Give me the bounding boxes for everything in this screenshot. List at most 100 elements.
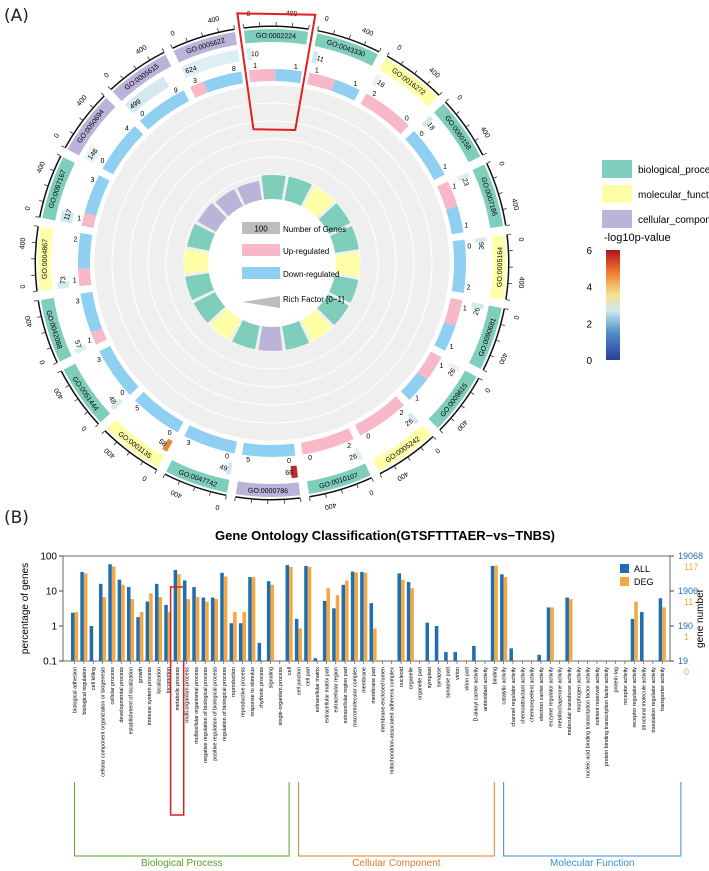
- bar-all: [322, 600, 327, 661]
- up-bar-GO:0016272: [360, 93, 409, 135]
- bar-deg: [289, 566, 293, 661]
- bar-all: [201, 597, 206, 661]
- scale-label: 0: [455, 94, 463, 102]
- bar-all: [126, 587, 131, 661]
- center-legend: 100 Number of Genes Up-regulated Down-re…: [242, 222, 346, 308]
- down-bar-GO:0007186: [446, 206, 464, 235]
- colorbar-tick: 0: [586, 356, 592, 367]
- gene-count-label: 36: [479, 242, 486, 250]
- bar-deg: [503, 577, 508, 661]
- down-bar-GO:0005615: [139, 90, 190, 130]
- scale-tick: [147, 56, 150, 60]
- x-tick-label: reproductive process: [240, 667, 246, 717]
- bar-deg: [205, 601, 209, 661]
- scale-tick: [154, 470, 157, 474]
- scale-tick: [225, 495, 227, 500]
- scale-tick: [234, 497, 236, 502]
- legend-swatch-molecular_function: [602, 185, 632, 203]
- scale-label: 400: [19, 237, 27, 249]
- scale-arc: [34, 226, 39, 292]
- term-band-GO:0000786: [235, 481, 301, 498]
- bar-deg: [345, 580, 349, 661]
- gene-count-bar-GO:0043330: [311, 51, 319, 64]
- right-tick-all: 19068: [678, 551, 703, 561]
- gene-count-bar-GO:0009615: [448, 362, 461, 373]
- scale-tick: [499, 192, 503, 194]
- x-tick-label: transporter activity: [660, 667, 666, 711]
- scale-tick: [101, 430, 105, 434]
- scale-label: 0: [20, 284, 27, 289]
- gene-count-label: 26: [349, 453, 359, 462]
- scale-tick: [348, 35, 351, 39]
- x-tick-label: reproduction: [231, 667, 237, 697]
- x-tick-label: metallochaperone activity: [558, 667, 564, 728]
- up-down-count: 1: [353, 81, 357, 88]
- x-tick-label: regulation of biological process: [222, 667, 228, 741]
- scale-tick: [39, 200, 43, 202]
- scale-label: 0: [293, 508, 298, 510]
- bar-deg: [223, 576, 228, 661]
- x-tick-label: nutrient reservoir activity: [595, 667, 601, 726]
- x-tick-label: single-organism process: [278, 667, 284, 726]
- down-bar-GO:0002224: [275, 69, 303, 84]
- gene-count-label: 117: [63, 209, 73, 222]
- scale-tick: [483, 152, 487, 156]
- bar-deg: [186, 599, 191, 661]
- bar-all: [117, 579, 122, 661]
- bar-all: [546, 607, 551, 661]
- gene-count-bar-GO:0005622: [181, 49, 240, 78]
- y-axis-right-label: gene number: [695, 588, 706, 648]
- bar-all: [406, 582, 411, 661]
- scale-tick: [107, 86, 111, 90]
- scale-tick: [414, 70, 418, 74]
- scale-arc: [64, 95, 105, 149]
- scale-tick: [35, 216, 40, 218]
- bar-deg: [121, 584, 125, 661]
- x-tick-label: chemorepellent activity: [530, 667, 536, 722]
- colorbar: [606, 250, 620, 360]
- gene-count-bar-GO:0047742: [225, 462, 233, 475]
- x-tick-label: structural molecule activity: [642, 667, 648, 731]
- x-tick-label: symplast: [427, 667, 433, 689]
- up-bar-GO:0004867: [78, 268, 92, 287]
- scale-label: 400: [510, 198, 520, 211]
- x-tick-label: cellular component organization or bioge…: [101, 667, 107, 777]
- scale-tick: [46, 347, 51, 350]
- bar-deg: [373, 628, 377, 661]
- scale-tick: [56, 153, 61, 156]
- x-tick-label: virion part: [464, 667, 470, 691]
- bar-all: [341, 584, 346, 661]
- rich-factor-bar-GO:0043330: [284, 176, 312, 206]
- scale-tick: [364, 40, 367, 45]
- bar-all: [136, 617, 140, 661]
- rich-factor-label: Rich Factor [0−1]: [283, 295, 344, 304]
- up-down-count: 1: [450, 344, 454, 351]
- bar-deg: [195, 597, 200, 661]
- x-tick-label: cell junction: [296, 667, 302, 695]
- scale-tick: [133, 65, 137, 69]
- x-tick-label: extracellular region: [334, 667, 340, 713]
- gene-count-bar-GO:0016272: [371, 74, 382, 87]
- scale-label: 0: [81, 424, 89, 432]
- panel-b-label: (B): [4, 508, 29, 528]
- x-tick-label: metabolic process: [175, 667, 181, 711]
- scale-label: 0: [53, 132, 61, 139]
- scale-tick: [126, 452, 130, 456]
- scale-label: 0: [324, 16, 329, 24]
- bar-all: [369, 603, 374, 661]
- bar-deg: [149, 593, 153, 661]
- up-bar-GO:0005622: [190, 81, 208, 98]
- up-down-count: 1: [315, 68, 319, 75]
- term-id-label: GO:0005164: [497, 247, 505, 287]
- scale-tick: [89, 104, 93, 108]
- rich-factor-bar-GO:0005622: [237, 181, 262, 205]
- scale-label: 0: [433, 446, 441, 454]
- bar-all: [350, 571, 355, 661]
- up-bar-GO:0007186: [437, 181, 458, 210]
- rich-factor-bar-GO:0004867: [184, 249, 209, 274]
- bar-all: [238, 623, 243, 661]
- x-tick-label: protein tag: [614, 667, 620, 692]
- up-down-count: 5: [246, 457, 250, 464]
- y-axis-label: percentage of genes: [20, 563, 31, 654]
- scale-tick: [371, 478, 374, 482]
